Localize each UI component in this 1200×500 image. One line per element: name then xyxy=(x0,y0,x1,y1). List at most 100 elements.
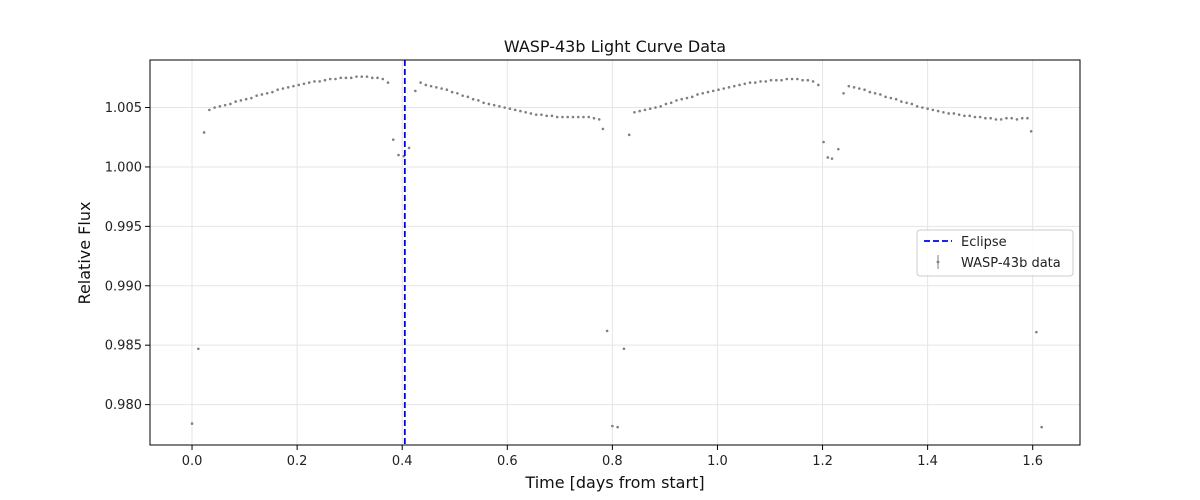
data-point xyxy=(190,422,194,425)
x-tick-label: 1.2 xyxy=(812,454,833,469)
data-point xyxy=(503,106,506,109)
plot-frame xyxy=(149,59,1081,446)
data-point xyxy=(701,91,705,95)
y-tick-label: 1.000 xyxy=(105,160,142,175)
data-point xyxy=(790,77,794,81)
data-point xyxy=(456,91,459,95)
data-point xyxy=(717,88,720,92)
data-point xyxy=(616,425,619,429)
data-point xyxy=(265,91,269,95)
data-point xyxy=(664,102,668,106)
data-point xyxy=(360,75,364,78)
x-axis-title: Time [days from start] xyxy=(524,473,704,492)
data-point xyxy=(244,97,248,101)
data-point xyxy=(957,113,961,116)
x-tick-label: 0.0 xyxy=(182,454,203,469)
data-point xyxy=(407,146,411,150)
data-point xyxy=(711,89,715,93)
data-point xyxy=(743,82,747,86)
data-point xyxy=(858,87,861,90)
data-point xyxy=(732,84,736,88)
data-point xyxy=(638,109,641,113)
data-point xyxy=(685,96,689,100)
data-point xyxy=(344,76,348,80)
data-point xyxy=(675,99,678,102)
data-point xyxy=(555,115,559,119)
data-point xyxy=(435,86,438,89)
data-point xyxy=(973,115,977,119)
data-point xyxy=(994,118,998,121)
data-point xyxy=(223,103,227,107)
data-point xyxy=(519,109,522,113)
x-tick-label: 1.6 xyxy=(1022,454,1043,469)
data-point xyxy=(414,89,417,93)
data-point xyxy=(1015,118,1019,121)
data-point xyxy=(592,116,596,120)
data-point xyxy=(879,93,882,96)
data-point xyxy=(397,153,400,157)
y-tick-label: 0.995 xyxy=(105,220,142,235)
data-point xyxy=(989,116,992,120)
y-tick-label: 0.980 xyxy=(105,398,142,413)
data-point xyxy=(978,115,982,119)
data-point xyxy=(597,118,601,121)
data-point xyxy=(582,115,585,119)
data-point xyxy=(830,157,834,160)
data-point xyxy=(513,108,517,112)
data-point xyxy=(611,424,614,428)
data-point xyxy=(764,80,768,83)
data-point xyxy=(271,90,274,94)
data-point xyxy=(806,78,810,82)
y-axis-ticks: 0.980 0.985 0.990 0.995 1.000 1.005 xyxy=(105,101,150,413)
data-point xyxy=(999,118,1003,121)
data-point xyxy=(534,113,538,116)
data-point xyxy=(690,95,694,99)
data-point xyxy=(550,114,554,118)
data-point xyxy=(659,105,663,108)
data-point xyxy=(234,100,237,103)
data-point xyxy=(1040,425,1043,429)
data-point xyxy=(218,105,222,108)
legend-data-marker xyxy=(936,260,940,264)
data-point xyxy=(239,99,243,102)
data-point xyxy=(822,140,825,144)
x-tick-label: 1.4 xyxy=(917,454,938,469)
x-tick-label: 0.2 xyxy=(287,454,308,469)
data-point xyxy=(1029,129,1033,133)
data-point xyxy=(213,106,216,109)
data-point xyxy=(250,96,253,100)
data-point xyxy=(811,80,815,83)
data-point xyxy=(775,78,778,82)
data-point xyxy=(842,91,845,95)
x-tick-label: 0.4 xyxy=(392,454,413,469)
data-point xyxy=(202,131,206,134)
data-point xyxy=(328,77,332,81)
data-point xyxy=(323,78,327,82)
data-point xyxy=(508,107,512,111)
data-point xyxy=(370,76,374,80)
data-point xyxy=(931,108,935,112)
data-point xyxy=(540,113,543,116)
x-tick-label: 1.0 xyxy=(707,454,728,469)
data-point xyxy=(391,138,395,141)
data-point xyxy=(669,101,673,105)
data-point xyxy=(889,96,893,100)
data-point xyxy=(529,112,533,115)
data-point xyxy=(302,82,306,86)
data-point xyxy=(429,84,433,88)
legend-data-label: WASP-43b data xyxy=(961,256,1061,271)
data-point xyxy=(942,110,945,114)
data-point xyxy=(627,133,631,137)
data-point xyxy=(229,102,232,106)
data-point xyxy=(1005,116,1008,120)
data-point xyxy=(381,77,385,81)
data-point xyxy=(785,77,789,81)
data-point xyxy=(482,101,485,105)
legend: Eclipse WASP-43b data xyxy=(916,229,1074,277)
data-point xyxy=(722,87,726,90)
data-point xyxy=(769,78,773,82)
data-point xyxy=(318,80,322,83)
data-point xyxy=(947,112,950,115)
legend-box xyxy=(916,229,1074,277)
data-point xyxy=(587,115,591,119)
